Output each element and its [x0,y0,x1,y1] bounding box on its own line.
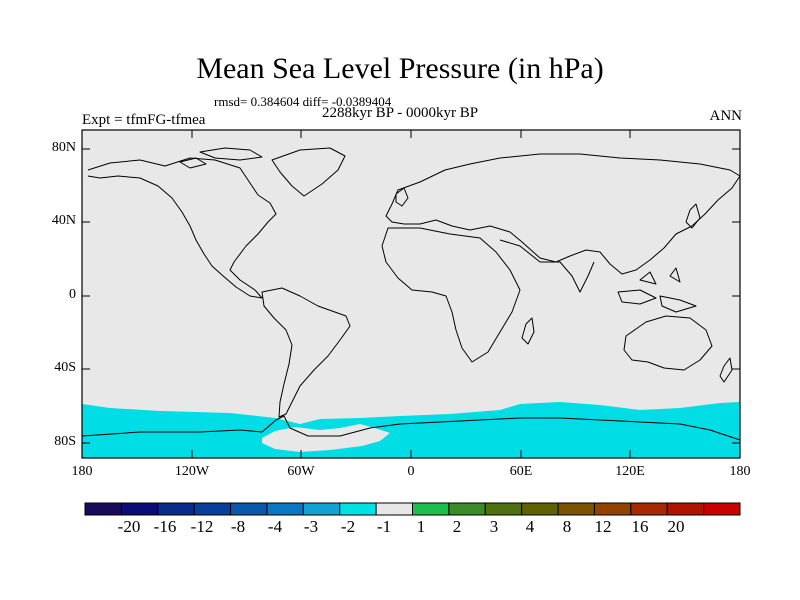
plot-title: Mean Sea Level Pressure (in hPa) [196,52,604,85]
colorbar-label: 2 [452,517,462,536]
colorbar-box [593,502,632,516]
colorbar-label: 1 [416,517,426,536]
map-background [82,130,740,458]
colorbar-box [375,502,414,516]
coast-japan [685,203,701,229]
colorbar-box [557,502,595,516]
colorbar-label: -8 [230,517,246,536]
lat-tick-label: 80N [51,140,76,155]
colorbar-label: 8 [562,517,572,536]
lat-tick-label: 80S [54,434,76,449]
coastlines [81,147,741,441]
coast-eurasia [385,153,741,275]
coast-north-america [87,157,277,299]
colorbar-label: 16 [631,517,649,536]
colorbar-box [630,502,668,516]
season-label: ANN [709,108,743,124]
colorbar-box [703,502,741,516]
colorbar-box [266,502,304,516]
lon-tick-label: 180 [729,464,751,479]
lon-tick-label: 0 [407,464,415,479]
colorbar-label: -2 [340,517,356,536]
antarctic-anomaly-region [82,402,740,458]
coast-arctic-islands [179,147,263,169]
time-period: 2288kyr BP - 0000kyr BP [321,105,479,121]
coast-south-asia [499,239,595,293]
lon-tick-label: 180 [71,464,93,479]
colorbar-label: -4 [267,517,283,536]
colorbar-box [521,502,559,516]
lat-tick-label: 40S [54,360,76,375]
colorbar-box [302,502,341,516]
lon-tick-label: 60W [287,464,315,479]
axis-ticks [81,130,741,458]
colorbar-label: 20 [667,517,685,536]
colorbar-label: 3 [489,517,499,536]
lon-tick-label: 60E [509,464,533,479]
coast-maritime-se-asia [617,267,697,313]
lat-tick-label: 40N [51,213,76,228]
colorbar-box [230,502,268,516]
coast-antarctica [81,415,741,441]
colorbar-label: 4 [525,517,535,536]
lon-tick-label: 120W [174,464,210,479]
colorbar-box [120,502,159,516]
colorbar-label: -3 [303,517,319,536]
colorbar-label: -1 [376,517,392,536]
coast-new-zealand [719,357,733,383]
colorbar-label: -20 [117,517,141,536]
lat-tick-label: 0 [69,287,76,302]
colorbar-box [448,502,486,516]
colorbar-box [193,502,232,516]
coast-madagascar [521,317,535,345]
colorbar-box [484,502,523,516]
colorbar-box [157,502,195,516]
colorbar-box [412,502,450,516]
rmsd-diff-text: rmsd= 0.384604 diff= -0.0389404 [214,94,392,109]
experiment-label: Expt = tfmFG-tfmea [82,112,206,128]
colorbar-box [84,502,122,516]
coast-africa [381,227,521,363]
colorbar-box [666,502,705,516]
colorbar-label: -12 [190,517,214,536]
colorbar [84,502,741,516]
colorbar-label: 12 [594,517,612,536]
coast-greenland [271,147,346,197]
coast-british-isles [395,187,409,207]
coast-south-america [261,287,351,418]
colorbar-label: -16 [153,517,177,536]
lon-tick-label: 120E [615,464,645,479]
coast-australia [623,315,713,371]
colorbar-box [339,502,377,516]
